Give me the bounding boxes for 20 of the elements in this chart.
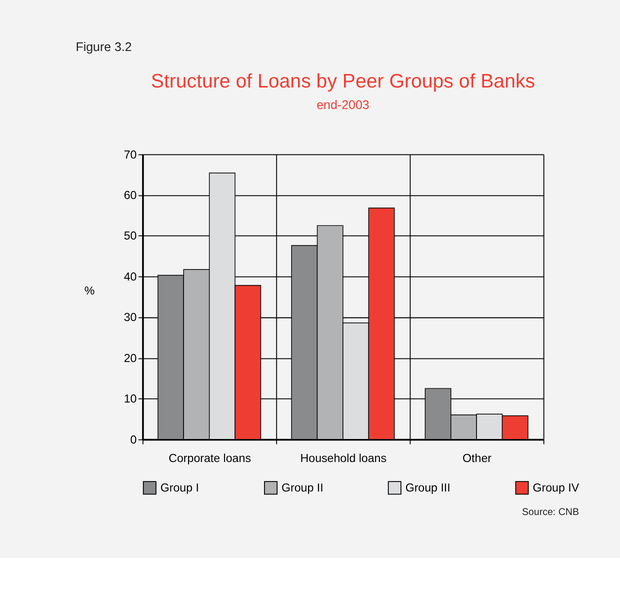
chart-subtitle: end-2003 <box>316 98 370 112</box>
legend-label: Group II <box>281 482 324 494</box>
y-tick-label: 70 <box>124 149 137 162</box>
y-tick-label: 0 <box>130 434 137 446</box>
legend-label: Group I <box>160 482 199 494</box>
y-tick-label: 50 <box>124 230 137 243</box>
x-tick-label: Household loans <box>300 453 387 466</box>
legend-label: Group III <box>405 482 450 494</box>
y-tick-label: 30 <box>124 312 137 324</box>
caption: Figure 3.2 <box>76 40 132 54</box>
y-tick-label: 20 <box>124 352 137 365</box>
x-tick-label: Corporate loans <box>168 453 252 466</box>
y-tick-label: 40 <box>124 271 137 284</box>
y-tick-label: 10 <box>124 394 137 406</box>
legend-label: Group IV <box>532 482 580 494</box>
chart-title: Structure of Loans by Peer Groups of Banks <box>150 70 536 92</box>
y-tick-label: 60 <box>124 190 137 202</box>
source-note: Source: CNB <box>522 507 580 518</box>
y-axis-title: % <box>84 286 95 298</box>
x-tick-label: Other <box>462 453 492 466</box>
